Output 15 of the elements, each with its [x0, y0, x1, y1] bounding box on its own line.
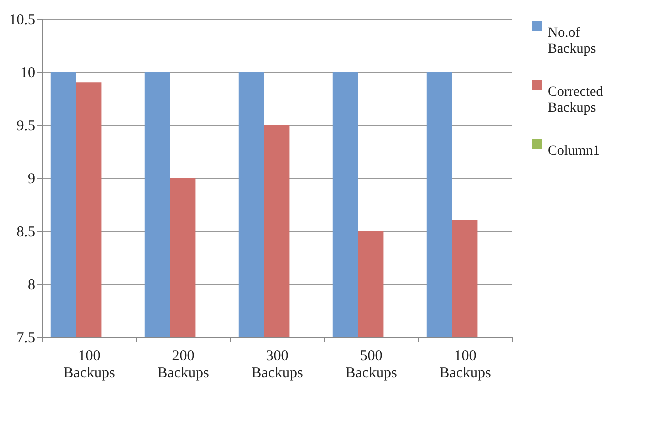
- y-tick-label: 10: [20, 66, 36, 82]
- x-tick-label: 500 Backups: [346, 348, 398, 382]
- legend-label: No.of Backups: [548, 26, 596, 57]
- x-tick-label: 100 Backups: [64, 348, 116, 382]
- legend-label: Column1: [548, 144, 600, 159]
- legend-label: Corrected Backups: [548, 85, 604, 116]
- x-tick-label: 300 Backups: [252, 348, 304, 382]
- y-tick-label: 9: [28, 172, 36, 188]
- y-tick-label: 8: [28, 278, 36, 294]
- x-tick-label: 200 Backups: [158, 348, 210, 382]
- y-tick-label: 8.5: [16, 224, 36, 240]
- y-tick-label: 10.5: [9, 12, 36, 28]
- y-tick-label: 9.5: [16, 118, 36, 134]
- x-tick-label: 100 Backups: [440, 348, 492, 382]
- y-tick-label: 7.5: [16, 330, 36, 346]
